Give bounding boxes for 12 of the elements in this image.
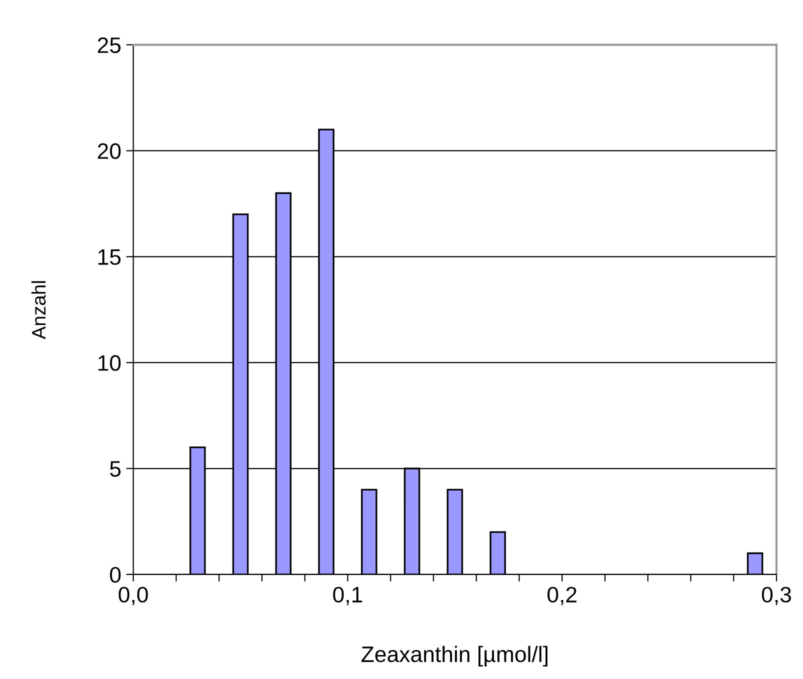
y-tick-label: 25 <box>98 37 121 54</box>
y-tick-label: 10 <box>98 355 121 371</box>
y-axis-title: Anzahl <box>31 281 46 340</box>
y-tick-label: 5 <box>110 461 121 477</box>
x-tick-label: 0,3 <box>762 586 791 606</box>
x-axis-title: Zeaxanthin [µmol/l] <box>362 646 548 667</box>
y-tick-label: 0 <box>110 566 121 583</box>
x-tick-label: 0,1 <box>333 586 362 606</box>
x-tick-label: 0,0 <box>118 586 148 606</box>
y-tick-label: 15 <box>98 249 121 265</box>
x-tick-label: 0,2 <box>548 586 576 606</box>
y-tick-label: 20 <box>98 143 121 160</box>
